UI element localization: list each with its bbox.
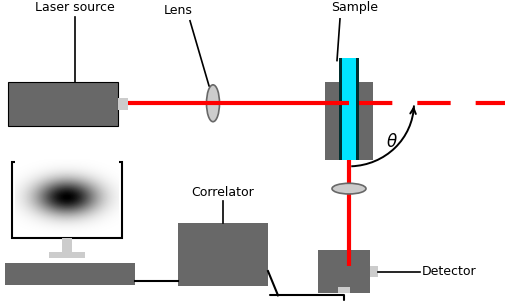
Text: θ: θ <box>387 133 397 151</box>
Bar <box>325 82 373 160</box>
Bar <box>5 263 135 285</box>
Ellipse shape <box>206 85 220 122</box>
Text: Correlator: Correlator <box>192 186 254 199</box>
Bar <box>62 238 72 252</box>
Bar <box>118 98 128 110</box>
Bar <box>339 58 359 160</box>
Bar <box>339 58 342 160</box>
Bar <box>8 82 118 126</box>
Text: Sample: Sample <box>332 1 379 14</box>
Bar <box>49 252 85 258</box>
Text: Laser source: Laser source <box>35 1 115 14</box>
Bar <box>356 58 359 160</box>
Bar <box>318 250 370 293</box>
Bar <box>338 287 350 293</box>
Bar <box>178 223 268 286</box>
Text: Lens: Lens <box>164 4 193 17</box>
Bar <box>370 266 378 278</box>
Ellipse shape <box>332 183 366 194</box>
Text: Detector: Detector <box>422 265 477 278</box>
Bar <box>12 162 122 238</box>
